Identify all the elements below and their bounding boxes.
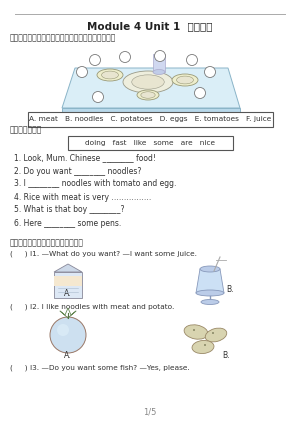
Ellipse shape	[200, 266, 220, 272]
Text: A.: A.	[64, 288, 72, 298]
Ellipse shape	[192, 340, 214, 354]
Text: A.: A.	[64, 351, 72, 360]
Circle shape	[76, 67, 88, 78]
Ellipse shape	[141, 92, 155, 98]
Ellipse shape	[132, 75, 164, 89]
Ellipse shape	[184, 325, 208, 339]
Bar	[54, 272, 82, 298]
Text: 1/5: 1/5	[143, 407, 157, 416]
Ellipse shape	[137, 90, 159, 100]
Ellipse shape	[153, 70, 165, 75]
FancyBboxPatch shape	[68, 136, 232, 150]
Text: (     ) l1. —What do you want? —I want some juice.: ( ) l1. —What do you want? —I want some …	[10, 251, 197, 257]
Ellipse shape	[101, 71, 118, 79]
Text: Module 4 Unit 1  素质评价: Module 4 Unit 1 素质评价	[87, 21, 213, 31]
Polygon shape	[62, 68, 240, 108]
Text: A. meat   B. noodles   C. potatoes   D. eggs   E. tomatoes   F. juice: A. meat B. noodles C. potatoes D. eggs E…	[29, 116, 271, 122]
Text: 一、在食物或饮料旁的圆圈中填上相应的字母序号。: 一、在食物或饮料旁的圆圈中填上相应的字母序号。	[10, 33, 116, 42]
Ellipse shape	[123, 71, 173, 93]
Ellipse shape	[205, 328, 227, 342]
Text: 6. Here ________ some pens.: 6. Here ________ some pens.	[14, 218, 121, 228]
Text: 1. Look, Mum. Chinese ________ food!: 1. Look, Mum. Chinese ________ food!	[14, 153, 156, 162]
Circle shape	[154, 50, 166, 61]
Text: 3. I ________ noodles with tomato and egg.: 3. I ________ noodles with tomato and eg…	[14, 179, 176, 189]
Circle shape	[187, 55, 197, 65]
Text: B.: B.	[222, 351, 230, 360]
Ellipse shape	[201, 299, 219, 304]
Circle shape	[204, 344, 206, 346]
Circle shape	[212, 332, 214, 334]
Polygon shape	[196, 269, 224, 293]
Circle shape	[194, 87, 206, 98]
Polygon shape	[54, 264, 82, 272]
Polygon shape	[62, 108, 240, 115]
Ellipse shape	[196, 290, 224, 296]
Circle shape	[57, 324, 69, 336]
FancyBboxPatch shape	[28, 112, 272, 126]
Circle shape	[89, 55, 100, 65]
Text: (     ) l3. —Do you want some fish? —Yes, please.: ( ) l3. —Do you want some fish? —Yes, pl…	[10, 365, 190, 371]
Ellipse shape	[97, 69, 123, 81]
Text: (     ) l2. I like noodles with meat and potato.: ( ) l2. I like noodles with meat and pot…	[10, 304, 174, 310]
Circle shape	[50, 317, 86, 353]
Circle shape	[205, 67, 215, 78]
Ellipse shape	[176, 76, 194, 84]
Text: doing   fast   like   some   are   nice: doing fast like some are nice	[85, 139, 215, 145]
Bar	[54, 276, 82, 286]
Circle shape	[119, 51, 130, 62]
Text: 三、选出与句子或对话相符的图片。: 三、选出与句子或对话相符的图片。	[10, 238, 84, 248]
Text: 2. Do you want ________ noodles?: 2. Do you want ________ noodles?	[14, 167, 141, 176]
Circle shape	[193, 329, 195, 331]
Text: 二、选词填空。: 二、选词填空。	[10, 126, 42, 134]
Ellipse shape	[172, 74, 198, 86]
Bar	[153, 54, 165, 72]
Text: B.: B.	[226, 285, 233, 293]
Text: 5. What is that boy ________?: 5. What is that boy ________?	[14, 206, 124, 215]
Text: 4. Rice with meat is very …………….: 4. Rice with meat is very …………….	[14, 192, 151, 201]
Circle shape	[92, 92, 104, 103]
